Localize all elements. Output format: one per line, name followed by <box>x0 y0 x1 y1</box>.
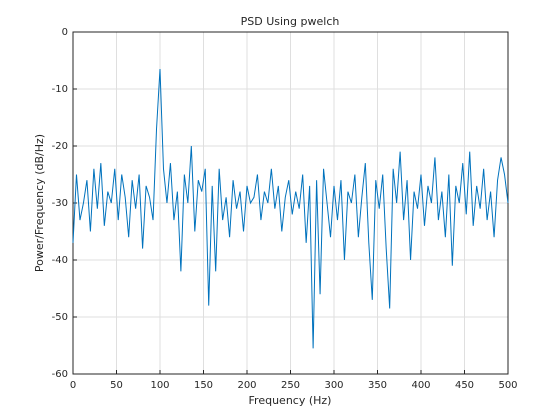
data-line <box>72 69 509 349</box>
x-tick-label: 400 <box>411 380 430 391</box>
x-tick-label: 200 <box>237 380 256 391</box>
x-tick-label: 450 <box>455 380 474 391</box>
x-tick-label: 50 <box>110 380 123 391</box>
x-tick-label: 300 <box>324 380 343 391</box>
y-axis-label: Power/Frequency (dB/Hz) <box>33 134 46 272</box>
x-tick-label: 0 <box>70 380 76 391</box>
x-tick-label: 500 <box>498 380 517 391</box>
y-tick-label: -30 <box>52 198 68 209</box>
x-axis-label: Frequency (Hz) <box>249 394 332 407</box>
y-tick-label: -60 <box>52 369 68 380</box>
y-tick-label: -40 <box>52 255 68 266</box>
x-tick-label: 350 <box>368 380 387 391</box>
x-tick-label: 100 <box>150 380 169 391</box>
y-tick-label: -20 <box>52 141 68 152</box>
y-tick-label: -50 <box>52 312 68 323</box>
y-tick-label: 0 <box>62 27 68 38</box>
y-tick-label: -10 <box>52 84 68 95</box>
x-tick-label: 250 <box>281 380 300 391</box>
chart-title: PSD Using pwelch <box>241 15 340 28</box>
x-tick-label: 150 <box>194 380 213 391</box>
